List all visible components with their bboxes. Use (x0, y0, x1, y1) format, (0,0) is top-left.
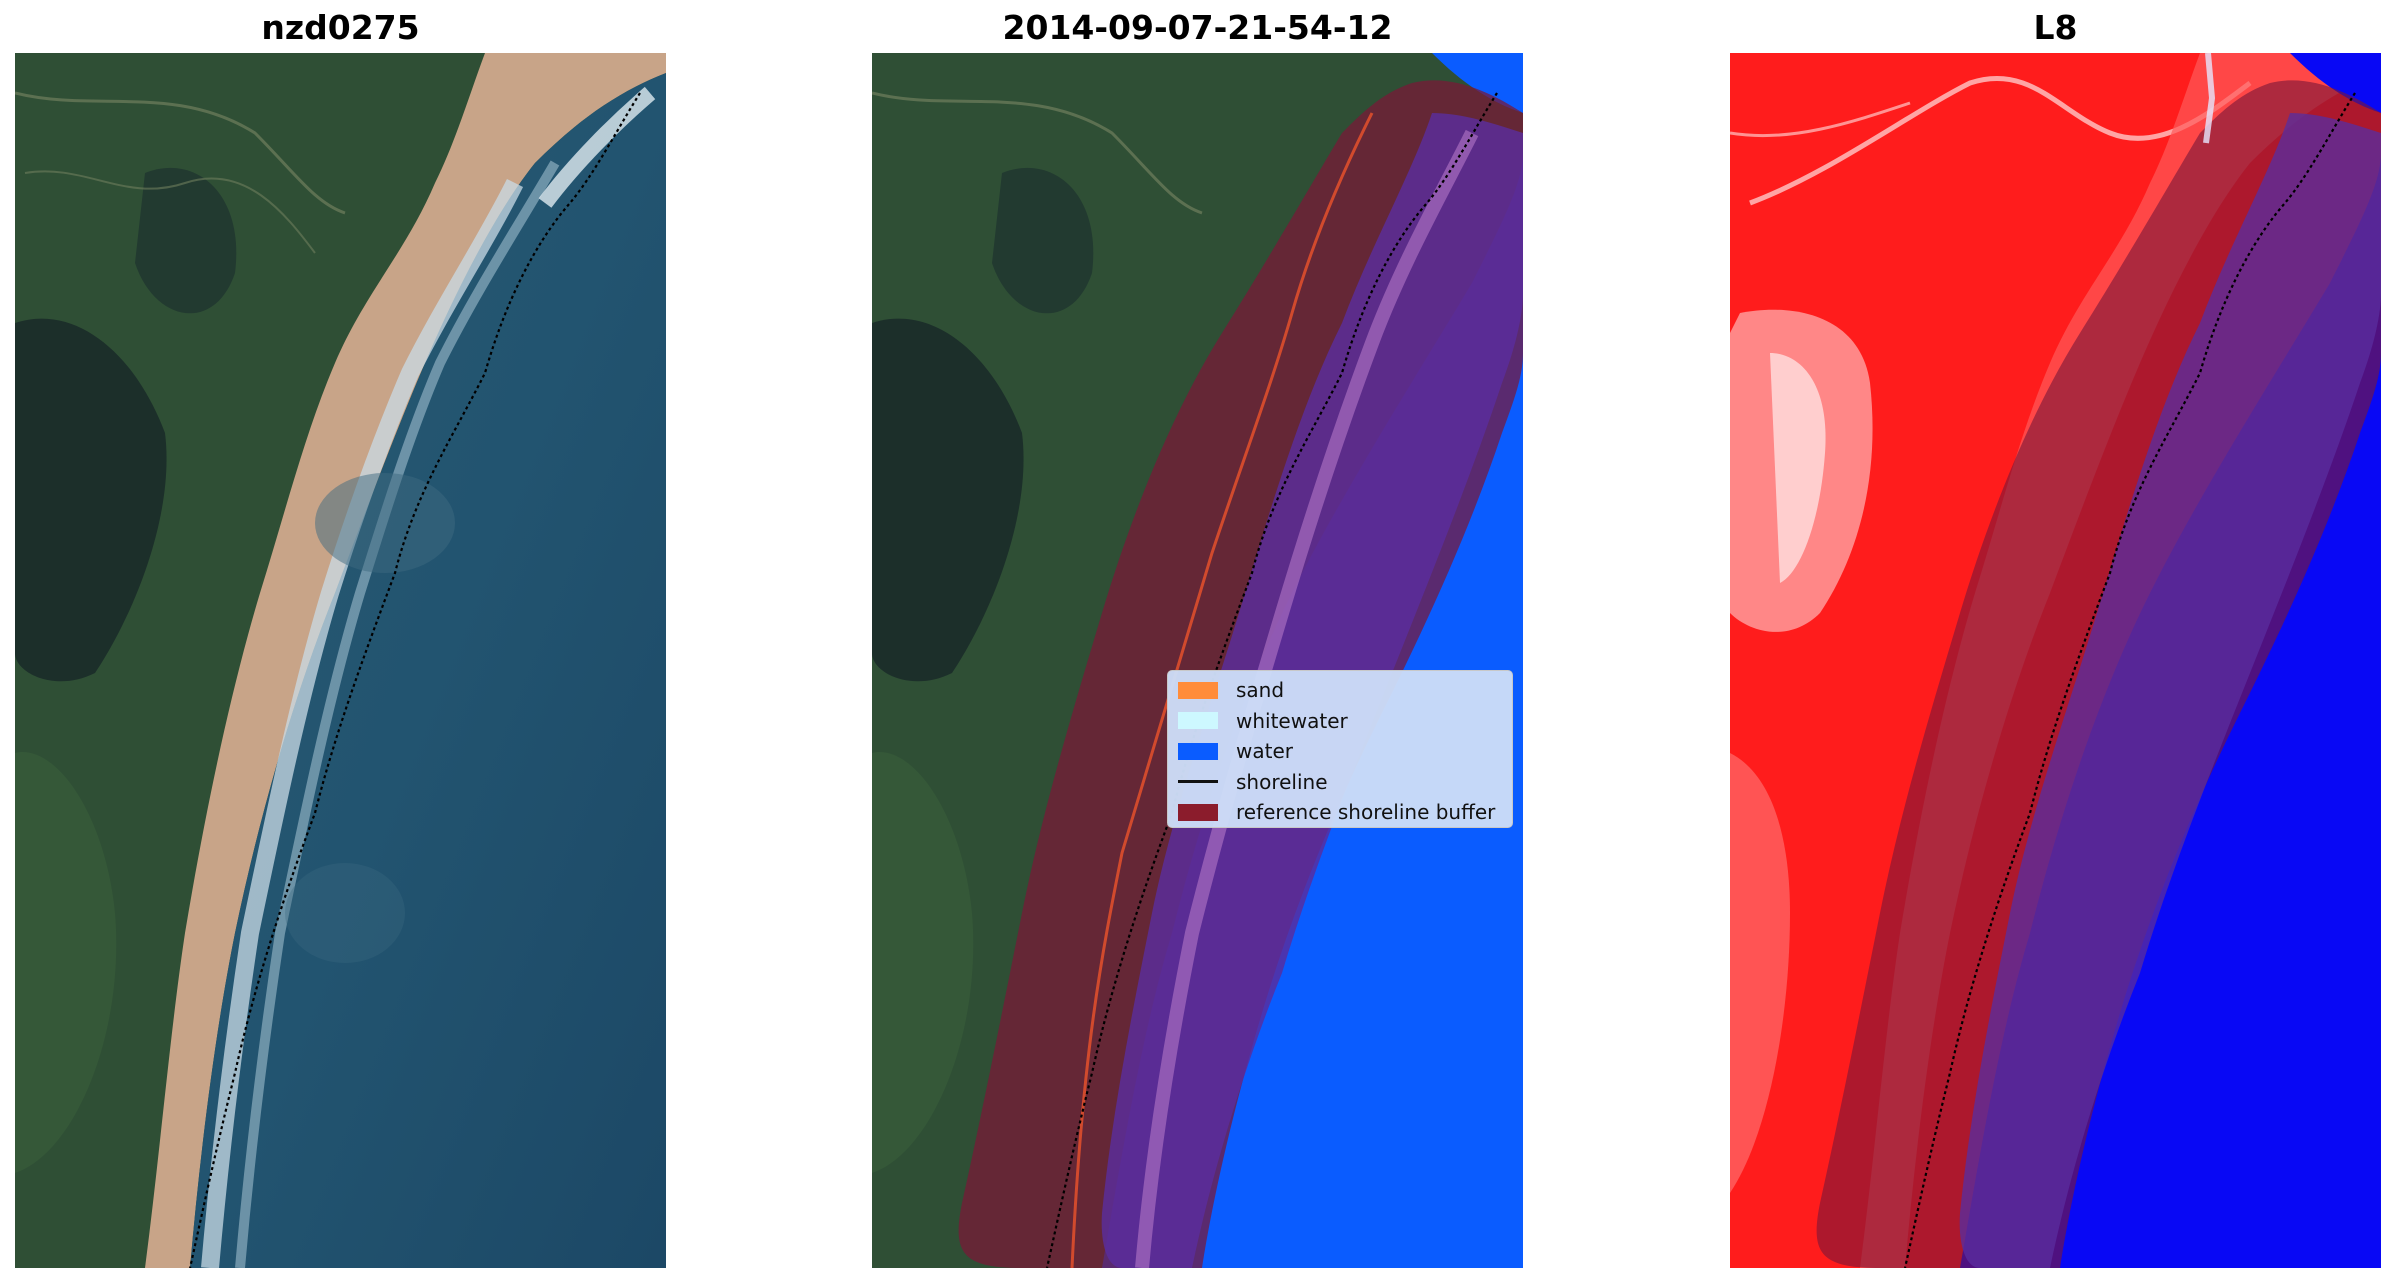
sand-swatch-icon (1178, 681, 1218, 699)
rgb-satellite-image (15, 53, 666, 1268)
shoreline-line-icon (1178, 780, 1218, 784)
buffer-swatch-icon (1178, 803, 1218, 821)
legend: sand whitewater water shoreline referenc… (1167, 670, 1513, 828)
panel-title-classification: 2014-09-07-21-54-12 (1002, 8, 1393, 47)
whitewater-swatch-icon (1178, 712, 1218, 730)
legend-item-reference-buffer: reference shoreline buffer (1178, 797, 1502, 828)
legend-item-whitewater: whitewater (1178, 706, 1502, 737)
legend-item-shoreline: shoreline (1178, 767, 1502, 798)
legend-item-water: water (1178, 736, 1502, 767)
legend-label: whitewater (1236, 708, 1348, 733)
legend-label: shoreline (1236, 769, 1328, 794)
panel-title-index: L8 (2033, 8, 2078, 47)
legend-item-sand: sand (1178, 675, 1502, 706)
panel-title-rgb: nzd0275 (261, 8, 420, 47)
water-swatch-icon (1178, 742, 1218, 760)
legend-label: sand (1236, 678, 1285, 703)
legend-label: water (1236, 739, 1293, 764)
index-image (1730, 53, 2381, 1268)
classification-image (872, 53, 1523, 1268)
legend-label: reference shoreline buffer (1236, 800, 1496, 825)
